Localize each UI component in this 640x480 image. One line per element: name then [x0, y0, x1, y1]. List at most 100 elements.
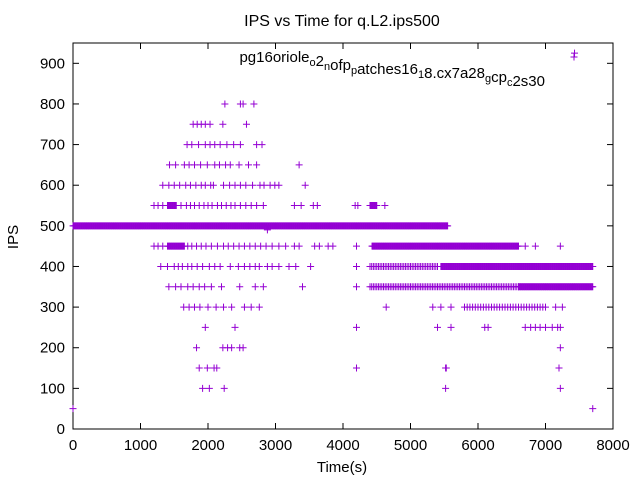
data-point: [556, 384, 564, 392]
data-point: [434, 323, 441, 331]
data-point: [234, 262, 242, 270]
data-point: [297, 202, 305, 210]
data-point: [159, 242, 167, 250]
data-point: [295, 161, 303, 169]
data-point: [207, 242, 215, 250]
data-point: [159, 202, 167, 210]
data-point: [228, 344, 236, 352]
y-tick-label: 400: [40, 258, 65, 275]
data-point: [447, 303, 455, 311]
dense-run: [366, 262, 441, 270]
data-point: [353, 242, 360, 250]
data-point: [220, 303, 228, 311]
data-point: [253, 161, 261, 169]
data-point: [353, 364, 360, 372]
data-point: [353, 323, 360, 331]
data-point: [263, 226, 271, 234]
data-point: [515, 283, 522, 291]
y-tick-label: 900: [40, 55, 65, 72]
data-point: [373, 202, 381, 210]
data-point: [381, 202, 389, 210]
data-point: [255, 262, 263, 270]
dense-run: [437, 262, 597, 270]
y-tick-label: 300: [40, 299, 65, 316]
data-point: [275, 242, 283, 250]
data-point: [228, 303, 236, 311]
data-point: [556, 323, 564, 331]
data-point: [262, 242, 270, 250]
data-point: [315, 242, 323, 250]
data-point: [268, 262, 276, 270]
axis-ticks: 0 1000 2000 3000 4000 5000 6000 7000 8000 0 100 200…: [40, 43, 630, 454]
data-point: [226, 161, 234, 169]
data-point: [521, 242, 529, 250]
y-tick-label: 0: [57, 421, 65, 438]
data-point: [231, 323, 239, 331]
dense-run: [366, 283, 522, 291]
x-tick-label: 4000: [326, 437, 359, 454]
data-point: [219, 120, 227, 128]
data-point: [442, 384, 450, 392]
y-tick-label: 800: [40, 96, 65, 113]
dense-run: [69, 222, 452, 230]
data-point: [189, 283, 197, 291]
x-tick-label: 7000: [529, 437, 562, 454]
data-point: [250, 100, 258, 108]
data-point: [197, 161, 205, 169]
data-point: [313, 202, 321, 210]
data-point: [589, 262, 597, 270]
data-point: [329, 242, 337, 250]
data-point: [199, 384, 207, 392]
data-point: [571, 49, 579, 57]
data-point: [220, 384, 228, 392]
data-point: [220, 181, 228, 189]
data-point: [282, 242, 290, 250]
data-point: [275, 262, 283, 270]
dense-run: [368, 242, 522, 250]
data-point: [552, 303, 560, 311]
data-point: [249, 181, 257, 189]
data-point: [260, 181, 268, 189]
data-point: [353, 283, 360, 291]
data-point: [157, 262, 165, 270]
data-point: [199, 262, 207, 270]
data-point: [166, 161, 174, 169]
data-point: [69, 405, 77, 413]
data-point: [204, 303, 212, 311]
y-tick-label: 500: [40, 218, 65, 235]
data-point: [259, 202, 267, 210]
data-point: [247, 303, 255, 311]
data-point: [245, 161, 252, 169]
data-point: [268, 242, 276, 250]
data-point: [239, 100, 247, 108]
dense-run: [164, 202, 180, 210]
data-point: [292, 262, 300, 270]
data-point: [442, 364, 450, 372]
data-point: [176, 181, 184, 189]
data-point: [353, 262, 360, 270]
data-point: [223, 141, 231, 149]
data-point: [295, 242, 303, 250]
data-point: [195, 364, 203, 372]
dense-run: [164, 242, 188, 250]
data-point: [285, 262, 293, 270]
data-point: [429, 303, 437, 311]
dense-run: [515, 283, 597, 291]
data-point: [164, 262, 171, 270]
x-tick-label: 5000: [394, 437, 427, 454]
data-point: [251, 283, 259, 291]
data-point: [203, 364, 211, 372]
x-tick-label: 6000: [461, 437, 494, 454]
data-point: [205, 384, 213, 392]
data-point: [382, 303, 390, 311]
data-point: [444, 222, 452, 230]
data-point: [556, 242, 564, 250]
data-point: [242, 120, 250, 128]
data-point: [253, 202, 261, 210]
dense-run: [366, 202, 381, 210]
data-point: [215, 161, 223, 169]
data-point: [206, 120, 214, 128]
data-point: [201, 323, 209, 331]
data-point: [177, 283, 185, 291]
